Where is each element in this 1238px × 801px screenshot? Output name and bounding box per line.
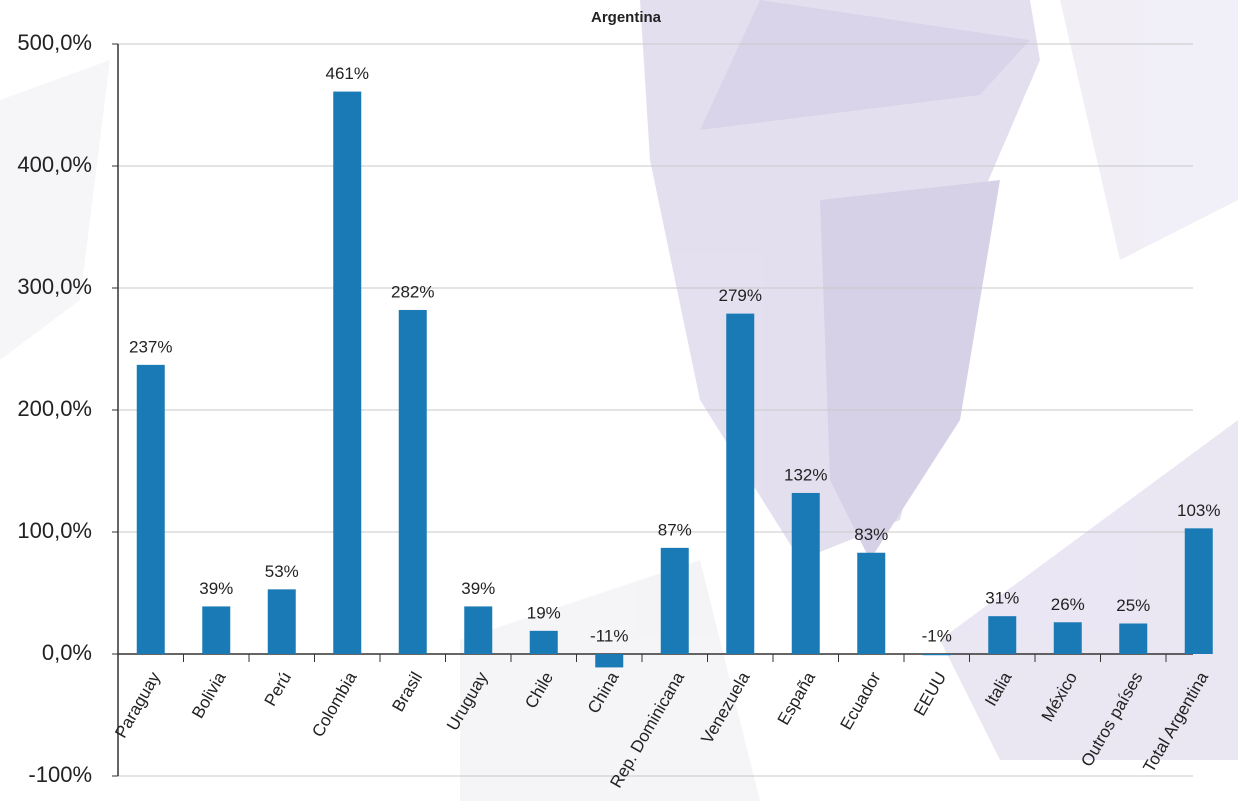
y-tick-label: 100,0% xyxy=(17,518,92,543)
bar xyxy=(660,547,689,654)
y-tick-label: 500,0% xyxy=(17,30,92,55)
bar xyxy=(988,616,1017,654)
x-tick-label: Brasil xyxy=(388,669,426,715)
bar xyxy=(726,313,755,654)
value-label: 461% xyxy=(326,64,369,83)
value-label: 279% xyxy=(719,286,762,305)
value-label: 83% xyxy=(854,525,888,544)
value-label: -11% xyxy=(590,626,628,645)
value-label: 39% xyxy=(461,579,495,598)
bar xyxy=(267,589,296,654)
bar xyxy=(857,552,886,654)
chart-title: Argentina xyxy=(591,9,662,26)
value-label: 25% xyxy=(1116,596,1150,615)
y-tick-label: 400,0% xyxy=(17,152,92,177)
bar xyxy=(529,630,558,654)
bar xyxy=(1119,623,1148,654)
x-tick-label: España xyxy=(774,668,820,728)
value-label: 282% xyxy=(391,282,434,301)
x-tick-label: Bolivia xyxy=(188,668,230,721)
value-label: -1% xyxy=(922,626,952,645)
bar xyxy=(464,606,493,654)
bar xyxy=(202,606,231,654)
y-tick-label: -100% xyxy=(28,762,92,787)
value-label: 31% xyxy=(985,589,1019,608)
x-tick-label: EEUU xyxy=(910,669,950,719)
value-label: 19% xyxy=(527,603,561,622)
value-label: 103% xyxy=(1177,501,1220,520)
value-label: 26% xyxy=(1051,595,1085,614)
bar xyxy=(333,91,362,654)
value-label: 237% xyxy=(129,337,172,356)
x-tick-label: Ecuador xyxy=(836,668,884,733)
value-label: 132% xyxy=(784,465,827,484)
bar xyxy=(922,654,951,656)
y-tick-label: 0,0% xyxy=(42,640,92,665)
x-tick-label: Colombia xyxy=(308,668,361,740)
bar xyxy=(136,364,165,654)
bar xyxy=(1184,528,1213,654)
bar xyxy=(791,492,820,654)
x-tick-label: Perú xyxy=(261,669,295,710)
value-label: 53% xyxy=(265,562,299,581)
value-label: 39% xyxy=(199,579,233,598)
y-tick-label: 300,0% xyxy=(17,274,92,299)
x-tick-label: Paraguay xyxy=(111,668,164,741)
y-tick-label: 200,0% xyxy=(17,396,92,421)
bar xyxy=(595,654,624,668)
bar xyxy=(398,309,427,654)
bar xyxy=(1053,622,1082,654)
value-label: 87% xyxy=(658,520,692,539)
